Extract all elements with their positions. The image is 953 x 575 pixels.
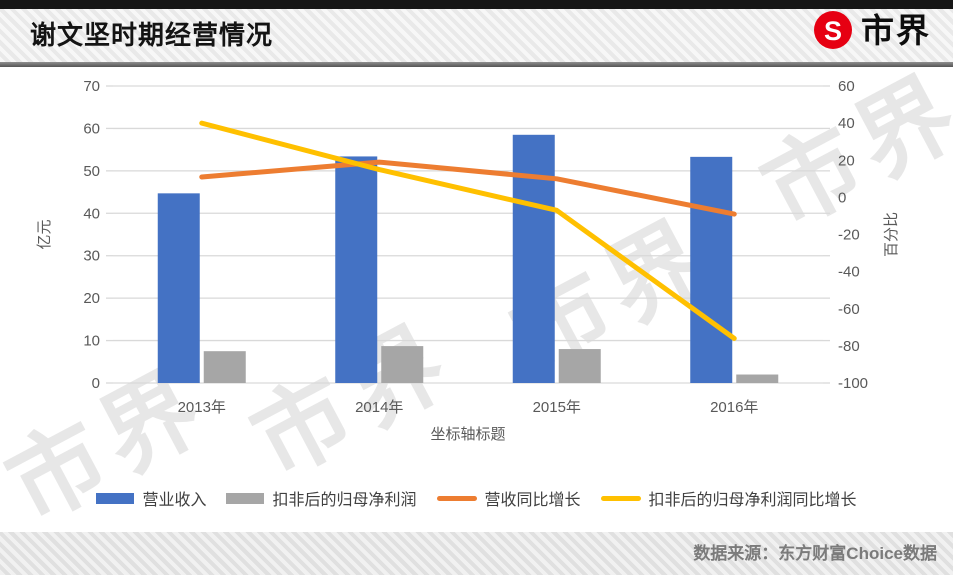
legend-item-revenue: 营业收入 [96,486,206,510]
legend-label-net-profit-ex-nonrecurring-yoy-growth: 扣非后的归母净利润同比增长 [648,492,857,509]
data-source: 数据来源：东方财富Choice数据 [693,544,937,563]
legend-item-net-profit-ex-nonrecurring: 扣非后的归母净利润 [226,486,417,510]
right-axis-tick-label: -80 [838,338,860,355]
legend-swatch-net-profit-ex-nonrecurring [226,492,265,504]
brand-name: 市界 [861,11,931,49]
legend-item-revenue-yoy-growth: 营收同比增长 [436,486,581,510]
legend-swatch-revenue-yoy-growth [436,495,477,501]
left-axis-tick-label: 40 [83,205,100,222]
watermark-text: 市界 [0,349,227,543]
right-axis-tick-label: -40 [838,264,860,281]
left-axis-tick-label: 50 [83,163,100,180]
brand-logo-icon: S [814,11,852,49]
x-axis-title: 坐标轴标题 [430,426,505,443]
left-axis-title: 亿元 [36,219,53,249]
right-axis-tick-label: -60 [838,301,860,318]
header: 谢文坚时期经营情况 S 市界 [0,0,953,62]
left-axis-tick-label: 60 [83,120,100,137]
footer: 数据来源：东方财富Choice数据 [0,532,953,575]
header-divider [0,62,953,67]
page-title: 谢文坚时期经营情况 [30,20,274,50]
legend-swatch-revenue [96,492,135,504]
legend-label-net-profit-ex-nonrecurring: 扣非后的归母净利润 [272,492,417,509]
left-axis-tick-label: 70 [83,78,100,95]
logo-s-glyph: S [824,16,842,46]
logo-circle [814,11,852,49]
watermark-text: 市界 [496,199,732,393]
right-axis-title: 百分比 [883,212,900,257]
brand-logo: S 市界 [813,10,931,50]
bar-net-profit-ex-nonrecurring-2016年 [736,374,779,383]
top-black-strip [0,0,953,9]
legend-swatch-net-profit-ex-nonrecurring-yoy-growth [600,495,641,501]
legend-label-revenue: 营业收入 [142,492,207,509]
right-axis-tick-label: -100 [838,375,868,392]
left-axis-tick-label: 20 [83,290,100,307]
legend-label-revenue-yoy-growth: 营收同比增长 [484,492,581,509]
x-axis-category-label: 2015年 [533,399,581,416]
watermark-text: 市界 [236,304,472,498]
left-axis-tick-label: 30 [83,248,100,265]
left-axis-tick-label: 10 [83,333,100,350]
chart-legend: 营业收入 扣非后的归母净利润 营收同比增长 扣非后的归母净利润同比增长 [0,486,953,510]
x-axis-category-label: 2016年 [710,399,758,416]
legend-item-net-profit-ex-nonrecurring-yoy-growth: 扣非后的归母净利润同比增长 [600,486,857,510]
